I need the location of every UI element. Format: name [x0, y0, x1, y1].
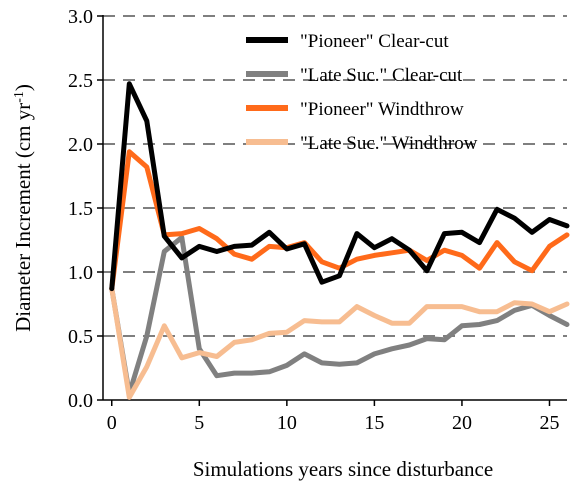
x-tick-label: 25 — [539, 412, 559, 434]
legend-label-2: "Pioneer" Windthrow — [300, 99, 464, 120]
legend-label-1: "Late Suc." Clear-cut — [300, 65, 463, 86]
x-tick-labels: 0 5 10 15 20 25 — [107, 412, 560, 434]
y-tick-label: 1.5 — [68, 198, 93, 220]
series-line-2 — [109, 149, 570, 292]
y-tick-label: 0.0 — [68, 390, 93, 412]
gridlines — [103, 15, 567, 337]
series-line-0 — [109, 81, 570, 292]
series-lines — [109, 81, 570, 400]
legend: "Pioneer" Clear-cut "Late Suc." Clear-cut… — [246, 31, 478, 154]
y-axis-label-close: ) — [11, 84, 35, 91]
y-tick-label: 2.5 — [68, 70, 93, 92]
axes — [97, 15, 567, 406]
y-tick-labels: 0.0 0.5 1.0 1.5 2.0 2.5 3.0 — [68, 6, 93, 412]
series-line-3 — [109, 286, 570, 400]
x-tick-label: 10 — [277, 412, 297, 434]
y-tick-label: 1.0 — [68, 262, 93, 284]
x-tick-label: 5 — [194, 412, 204, 434]
y-axis-label-main: Diameter Increment (cm yr — [11, 103, 35, 332]
y-axis-label: Diameter Increment (cm yr-1) — [11, 84, 35, 332]
x-tick-label: 20 — [452, 412, 472, 434]
legend-label-0: "Pioneer" Clear-cut — [300, 31, 449, 52]
y-axis-label-sup: -1 — [12, 91, 27, 103]
x-axis-label: Simulations years since disturbance — [193, 457, 493, 481]
y-tick-label: 0.5 — [68, 326, 93, 348]
y-tick-label: 2.0 — [68, 134, 93, 156]
x-tick-label: 0 — [107, 412, 117, 434]
x-tick-label: 15 — [364, 412, 384, 434]
series-line-1 — [109, 234, 570, 397]
legend-label-3: "Late Suc." Windthrow — [300, 133, 478, 154]
y-tick-label: 3.0 — [68, 6, 93, 28]
